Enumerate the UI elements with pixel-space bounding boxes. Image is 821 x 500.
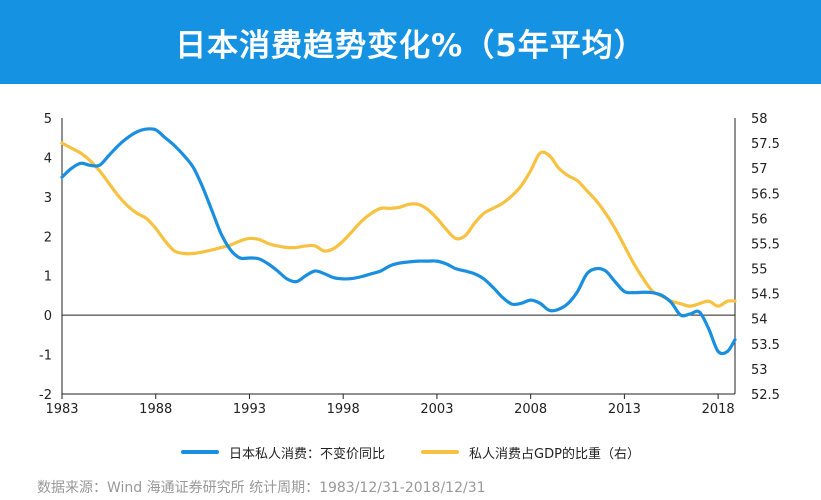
right-tick-label: 53.5 <box>751 338 780 353</box>
left-tick-label: 3 <box>44 191 52 206</box>
right-tick-label: 55.5 <box>751 237 780 252</box>
right-tick-label: 57.5 <box>751 137 780 152</box>
legend-label-consumption-share: 私人消费占GDP的比重（右） <box>469 446 640 462</box>
legend-item-consumption-share: 私人消费占GDP的比重（右） <box>421 443 640 462</box>
right-tick-label: 57 <box>751 162 768 177</box>
left-tick-label: 1 <box>44 270 52 285</box>
x-tick-label: 1988 <box>139 402 172 417</box>
legend-swatch-yellow <box>421 450 460 454</box>
legend-swatch-blue <box>181 450 220 454</box>
left-tick-label: 5 <box>44 112 52 127</box>
left-tick-label: -2 <box>39 388 52 403</box>
legend-item-private-consumption: 日本私人消费：不变价同比 <box>181 443 385 462</box>
series-line-private-consumption-yoy <box>60 127 737 356</box>
x-tick-label: 2018 <box>702 402 735 417</box>
right-tick-label: 54.5 <box>751 288 780 303</box>
series-lines <box>60 127 737 356</box>
left-tick-label: 2 <box>44 230 52 245</box>
left-axis-ticks: -2 -1 0 1 2 3 4 5 <box>39 112 52 403</box>
left-tick-label: 0 <box>44 309 52 324</box>
right-tick-label: 55 <box>751 263 768 278</box>
right-tick-label: 58 <box>751 112 768 127</box>
right-tick-label: 53 <box>751 363 768 378</box>
x-tick-label: 1993 <box>233 402 266 417</box>
title-banner: 日本消费趋势变化%（5年平均） <box>0 0 821 84</box>
x-tick-label: 2013 <box>608 402 641 417</box>
right-tick-label: 52.5 <box>751 388 780 403</box>
legend: 日本私人消费：不变价同比 私人消费占GDP的比重（右） <box>0 440 821 464</box>
source-note: 数据来源：Wind 海通证券研究所 统计周期：1983/12/31-2018/1… <box>37 480 486 496</box>
x-tick-label: 2003 <box>420 402 453 417</box>
right-tick-label: 54 <box>751 313 768 328</box>
right-tick-label: 56 <box>751 212 768 227</box>
x-axis-ticks: 1983 1988 1993 1998 2003 2008 2013 2018 <box>45 394 735 417</box>
legend-label-private-consumption: 日本私人消费：不变价同比 <box>229 446 386 462</box>
series-line-consumption-share <box>60 141 737 308</box>
left-tick-label: 4 <box>44 151 52 166</box>
left-tick-label: -1 <box>39 349 52 364</box>
chart-title: 日本消费趋势变化%（5年平均） <box>175 27 646 64</box>
x-tick-label: 2008 <box>514 402 547 417</box>
axes-group <box>61 118 736 395</box>
right-tick-label: 56.5 <box>751 187 780 202</box>
x-tick-label: 1983 <box>45 402 78 417</box>
right-axis-ticks: 52.5 53 53.5 54 54.5 55 55.5 56 56.5 57 57.5 58 <box>751 112 780 403</box>
x-tick-label: 1998 <box>327 402 360 417</box>
